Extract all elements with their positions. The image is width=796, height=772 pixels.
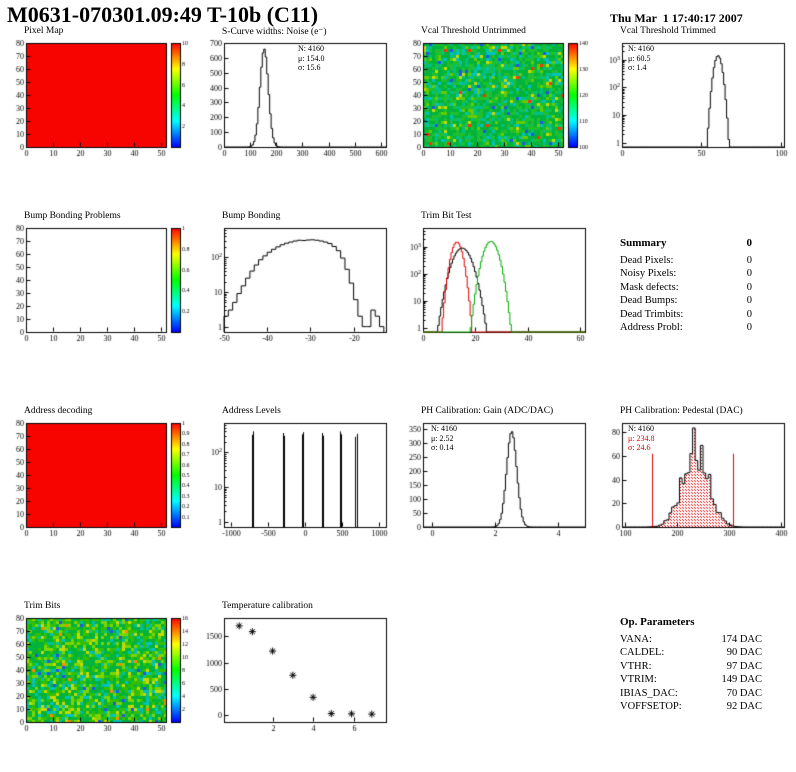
trim-bit-test-plot [397, 223, 597, 347]
address-levels-plot [198, 418, 398, 542]
plot-cell-pixel-map: Pixel Map [0, 26, 200, 206]
address-decoding-plot [0, 418, 200, 542]
plot-title: PH Calibration: Gain (ADC/DAC) [421, 406, 554, 416]
op-param-row: VOFFSETOP: 92 DAC [620, 701, 762, 712]
op-parameters-title: Op. Parameters [620, 616, 695, 628]
plot-title: Vcal Threshold Untrimmed [421, 26, 526, 36]
stat-entries: N: 4160 [298, 44, 324, 53]
vcal-trimmed-plot [596, 38, 796, 162]
op-param-row: CALDEL: 90 DAC [620, 647, 762, 658]
summary-header: Summary 0 [620, 237, 752, 251]
stats-box: N: 4160 μ: 2.52 σ: 0.14 [431, 424, 457, 453]
ph-pedestal-plot [596, 418, 796, 542]
summary-panel: Summary 0 Dead Pixels: 0 Noisy Pixels: 0 M… [620, 237, 752, 335]
stat-entries: N: 4160 [628, 44, 654, 53]
plot-title: Vcal Threshold Trimmed [620, 26, 716, 36]
plot-cell-ph-pedestal: PH Calibration: Pedestal (DAC) N: 4160 μ… [596, 406, 796, 586]
stat-sigma: σ: 15.6 [298, 63, 321, 72]
stats-box: N: 4160 μ: 60.5 σ: 1.4 [628, 44, 654, 73]
plot-cell-bump-problems: Bump Bonding Problems [0, 211, 200, 391]
summary-row: Dead Bumps: 0 [620, 295, 752, 306]
plot-cell-vcal-trimmed: Vcal Threshold Trimmed N: 4160 μ: 60.5 σ… [596, 26, 796, 206]
stat-sigma: σ: 0.14 [431, 443, 454, 452]
summary-row: Address Probl: 0 [620, 322, 752, 333]
op-param-row: VTHR: 97 DAC [620, 660, 762, 672]
stat-sigma: σ: 1.4 [628, 63, 647, 72]
vcal-untrimmed-plot [397, 38, 597, 162]
ph-gain-plot [397, 418, 597, 542]
plot-cell-vcal-untrimmed: Vcal Threshold Untrimmed [397, 26, 597, 206]
plot-cell-trim-bits: Trim Bits [0, 601, 200, 772]
plot-title: Trim Bits [24, 601, 61, 611]
plot-cell-address-levels: Address Levels [198, 406, 398, 586]
stats-box: N: 4160 μ: 234.8 σ: 24.6 [628, 424, 655, 453]
plot-cell-address-decoding: Address decoding [0, 406, 200, 586]
plot-title: Address decoding [24, 406, 93, 416]
op-parameters-header: Op. Parameters [620, 616, 762, 630]
plot-cell-ph-gain: PH Calibration: Gain (ADC/DAC) N: 4160 μ… [397, 406, 597, 586]
timestamp: Thu Mar 1 17:40:17 2007 [610, 11, 743, 25]
stat-sigma: σ: 24.6 [628, 443, 651, 452]
stat-mean: μ: 2.52 [431, 433, 454, 443]
plot-title: Trim Bit Test [421, 211, 472, 221]
summary-row: Dead Trimbits: 0 [620, 308, 752, 320]
trim-bits-plot [0, 613, 200, 737]
stat-mean: μ: 154.0 [298, 53, 325, 63]
plot-cell-trim-bit-test: Trim Bit Test [397, 211, 597, 391]
stat-mean: μ: 234.8 [628, 433, 655, 443]
summary-row: Dead Pixels: 0 [620, 254, 752, 266]
summary-row: Mask defects: 0 [620, 281, 752, 293]
plot-cell-temp-calibration: Temperature calibration [198, 601, 398, 772]
bump-problems-plot [0, 223, 200, 347]
plot-title: Bump Bonding [222, 211, 281, 221]
plot-cell-scurve-noise: S-Curve widths: Noise (e⁻) N: 4160 μ: 15… [198, 26, 398, 206]
stat-entries: N: 4160 [628, 424, 654, 433]
temp-calibration-plot [198, 613, 398, 737]
stats-box: N: 4160 μ: 154.0 σ: 15.6 [298, 44, 325, 73]
plot-title: Bump Bonding Problems [24, 211, 121, 221]
page-title: M0631-070301.09:49 T-10b (C11) [7, 2, 319, 27]
summary-total: 0 [746, 237, 753, 249]
plot-title: S-Curve widths: Noise (e⁻) [222, 27, 327, 37]
scurve-noise-plot [198, 38, 398, 162]
plot-title: Address Levels [222, 406, 281, 416]
plot-title: Temperature calibration [222, 601, 313, 611]
bump-bonding-plot [198, 223, 398, 347]
plot-cell-bump-bonding: Bump Bonding [198, 211, 398, 391]
summary-row: Noisy Pixels: 0 [620, 268, 752, 279]
op-param-row: IBIAS_DAC: 70 DAC [620, 687, 762, 699]
plot-title: PH Calibration: Pedestal (DAC) [620, 406, 743, 416]
stat-mean: μ: 60.5 [628, 53, 651, 63]
plot-title: Pixel Map [24, 26, 64, 36]
op-param-row: VANA: 174 DAC [620, 633, 762, 645]
summary-title: Summary [620, 237, 667, 249]
stat-entries: N: 4160 [431, 424, 457, 433]
op-param-row: VTRIM: 149 DAC [620, 674, 762, 685]
pixel-map-plot [0, 38, 200, 162]
op-parameters-panel: Op. Parameters VANA: 174 DAC CALDEL: 90 DA… [620, 616, 762, 714]
